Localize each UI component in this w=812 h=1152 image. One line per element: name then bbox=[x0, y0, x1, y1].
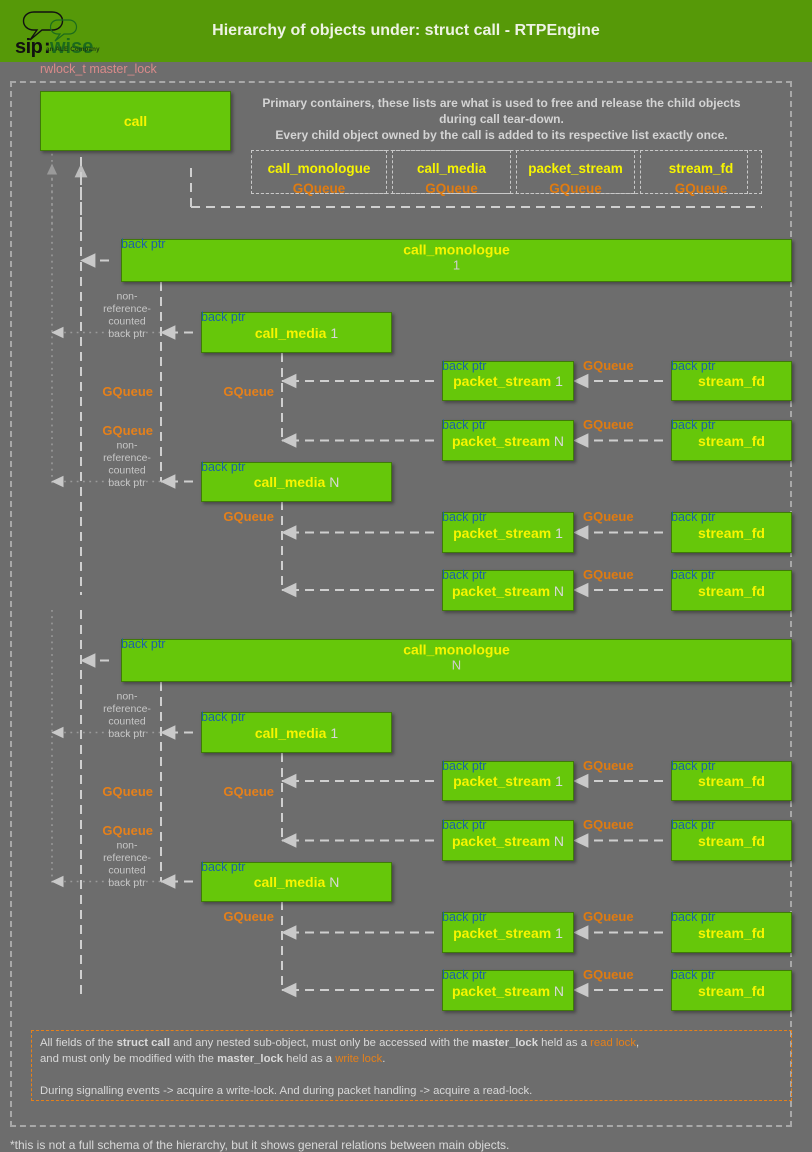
svg-text:sip: sip bbox=[15, 36, 43, 58]
